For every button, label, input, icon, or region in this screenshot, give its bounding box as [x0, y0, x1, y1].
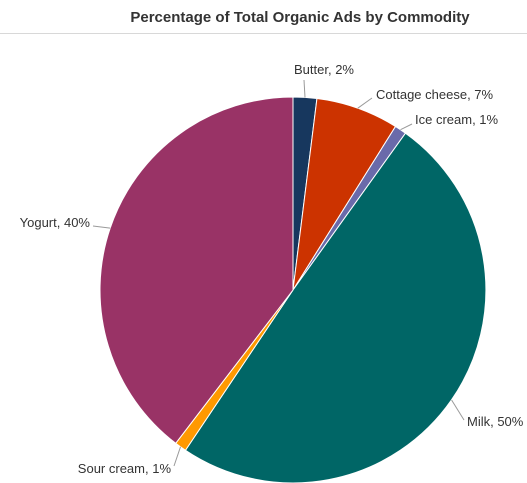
- slice-label-sour-cream: Sour cream, 1%: [78, 461, 172, 476]
- pie-slice-yogurt: [99, 96, 294, 444]
- title-divider: [0, 33, 527, 34]
- leader-line-sour-cream: [173, 446, 181, 467]
- slice-label-yogurt: Yogurt, 40%: [20, 215, 91, 230]
- slice-label-cottage-cheese: Cottage cheese, 7%: [376, 87, 494, 102]
- leader-lines: [92, 79, 465, 467]
- slice-label-milk: Milk, 50%: [467, 414, 524, 429]
- leader-line-milk: [451, 399, 465, 421]
- pie-slice-milk: [184, 132, 487, 483]
- leader-line-yogurt: [92, 225, 111, 229]
- slice-label-ice-cream: Ice cream, 1%: [415, 112, 499, 127]
- pie-slices: [99, 96, 487, 483]
- slice-label-butter: Butter, 2%: [294, 62, 354, 77]
- leader-line-butter: [303, 79, 306, 98]
- slice-labels: Butter, 2% Cottage cheese, 7% Ice cream,…: [20, 62, 524, 476]
- chart-title: Percentage of Total Organic Ads by Commo…: [130, 9, 470, 26]
- leader-line-ice-cream: [400, 123, 413, 131]
- leader-line-cottage-cheese: [357, 97, 373, 109]
